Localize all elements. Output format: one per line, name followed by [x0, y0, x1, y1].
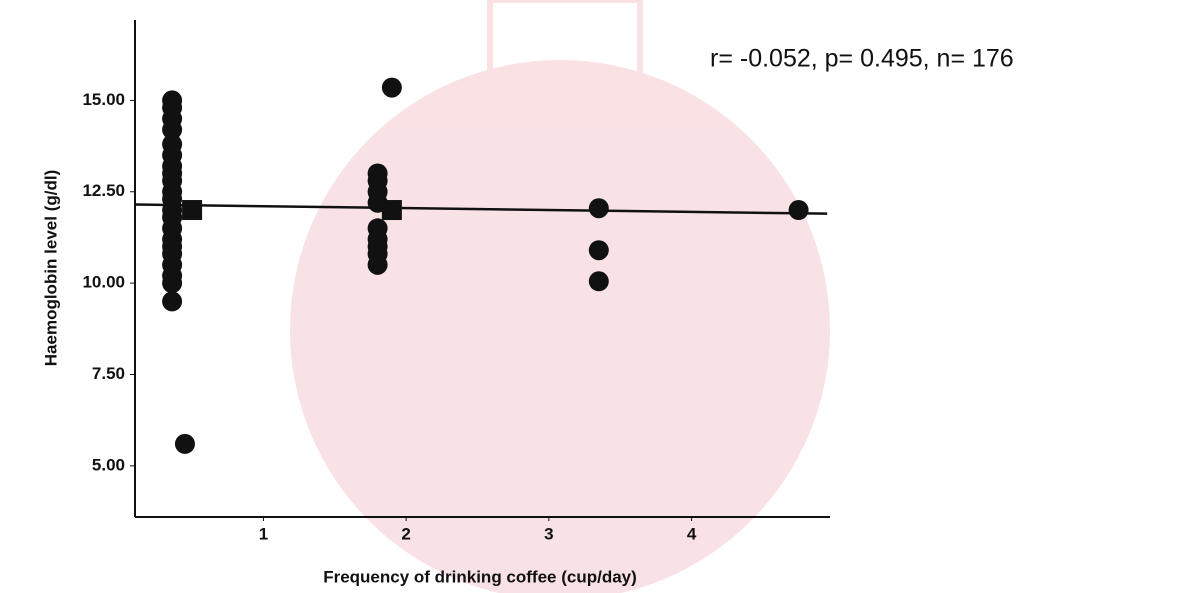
x-tick-label: 1: [259, 524, 268, 543]
mean-marker: [182, 200, 202, 220]
mean-marker: [382, 200, 402, 220]
point: [162, 291, 182, 311]
watermark: [290, 0, 830, 593]
point: [589, 240, 609, 260]
point: [589, 198, 609, 218]
y-tick-label: 5.00: [92, 455, 125, 474]
y-tick-label: 10.00: [82, 273, 125, 292]
y-tick-label: 7.50: [92, 364, 125, 383]
point: [589, 271, 609, 291]
point: [175, 434, 195, 454]
y-tick-label: 15.00: [82, 90, 125, 109]
x-tick-label: 3: [544, 524, 553, 543]
point: [162, 273, 182, 293]
point: [368, 255, 388, 275]
y-axis-label: Haemoglobin level (g/dl): [41, 170, 60, 366]
x-tick-label: 4: [687, 524, 697, 543]
annotation: r= -0.052, p= 0.495, n= 176: [710, 45, 1014, 73]
point: [789, 200, 809, 220]
point: [382, 78, 402, 98]
x-tick-label: 2: [401, 524, 410, 543]
chart: r= -0.052, p= 0.495, n= 176 Frequency of…: [0, 0, 1180, 593]
y-tick-label: 12.50: [82, 181, 125, 200]
x-axis-label: Frequency of drinking coffee (cup/day): [323, 567, 637, 586]
